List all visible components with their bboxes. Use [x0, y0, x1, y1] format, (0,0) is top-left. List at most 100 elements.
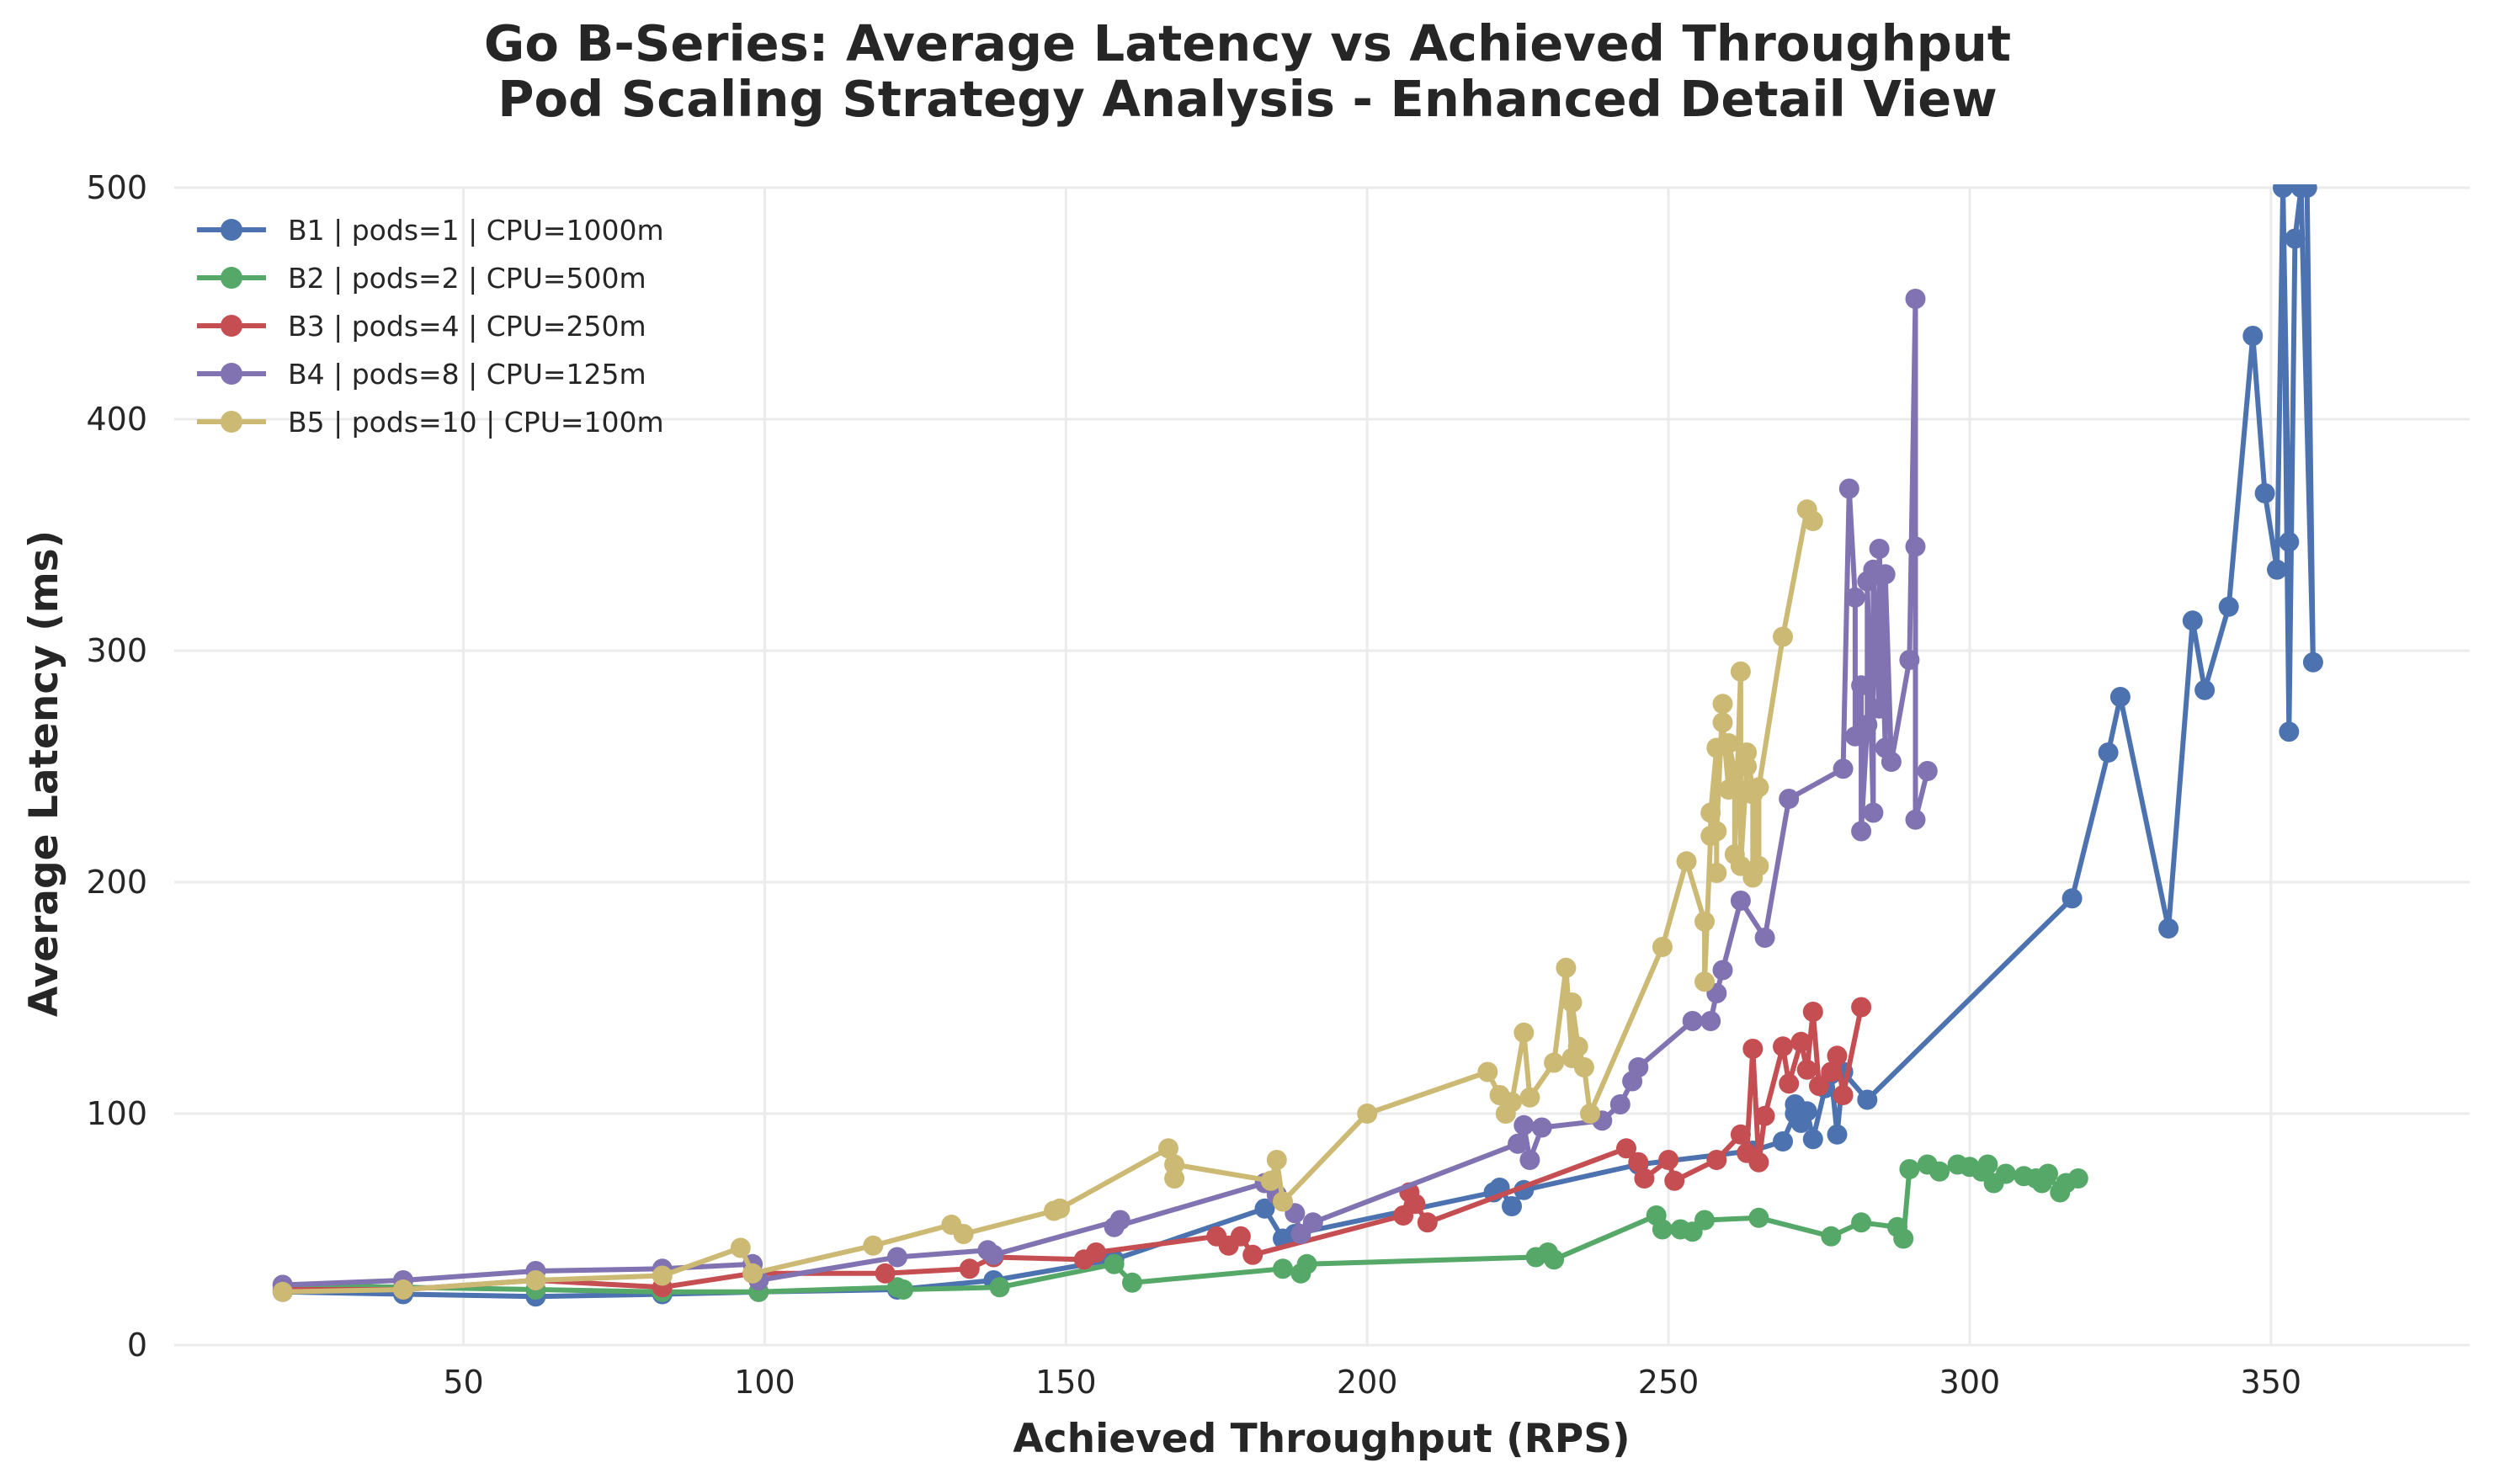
data-point	[1737, 756, 1758, 777]
data-point	[1754, 1105, 1775, 1126]
data-point	[1833, 758, 1854, 779]
data-point	[1694, 971, 1715, 992]
data-point	[1773, 1036, 1793, 1057]
data-point	[1857, 715, 1878, 735]
x-tick-label: 200	[1337, 1364, 1398, 1401]
data-point	[1905, 289, 1926, 309]
data-point	[1851, 997, 1872, 1018]
data-point	[1652, 1219, 1673, 1240]
series-line	[279, 185, 2316, 1300]
data-point	[1477, 1061, 1498, 1082]
data-point	[1676, 851, 1697, 872]
x-tick-label: 50	[443, 1364, 483, 1401]
data-point	[1634, 1168, 1655, 1189]
data-point	[1802, 511, 1823, 531]
y-tick-label: 0	[127, 1327, 147, 1364]
data-point	[1881, 752, 1902, 772]
legend: B1 | pods=1 | CPU=1000m B2 | pods=2 | CPU…	[197, 214, 664, 439]
data-point	[1754, 928, 1775, 948]
data-point	[272, 1281, 293, 1302]
data-point	[2254, 483, 2275, 503]
data-point	[1875, 564, 1896, 585]
data-point	[1104, 1216, 1125, 1237]
legend-item-b2: B2 | pods=2 | CPU=500m	[197, 262, 646, 295]
data-point	[1712, 960, 1733, 981]
data-point	[1718, 733, 1739, 753]
data-point	[1730, 1124, 1751, 1145]
data-point	[1628, 1152, 1649, 1173]
data-point	[1086, 1242, 1107, 1263]
data-point	[1748, 1152, 1769, 1173]
data-point	[893, 1279, 914, 1300]
data-point	[1273, 1191, 1293, 1212]
data-point	[886, 1247, 907, 1268]
legend-marker	[221, 267, 242, 289]
data-point	[2279, 531, 2300, 552]
data-point	[1899, 650, 1920, 670]
data-point	[1502, 1196, 1522, 1216]
data-point	[1664, 1170, 1685, 1191]
data-point	[1658, 1150, 1679, 1170]
data-point	[1652, 937, 1673, 957]
data-point	[1164, 1154, 1185, 1175]
data-point	[2194, 679, 2216, 700]
data-point	[1863, 802, 1884, 823]
data-point	[1357, 1104, 1378, 1124]
legend-item-b5: B5 | pods=10 | CPU=100m	[197, 406, 664, 439]
legend-marker	[221, 315, 242, 337]
data-point	[1712, 712, 1733, 733]
data-point	[1519, 1150, 1540, 1170]
data-point	[1917, 761, 1938, 781]
data-point	[2279, 721, 2300, 742]
data-point	[1827, 1045, 1848, 1066]
series-b2	[272, 1154, 2088, 1302]
data-point	[1748, 855, 1769, 876]
data-point	[1700, 1011, 1721, 1031]
data-point	[1857, 1089, 1878, 1110]
x-tick-label: 300	[1939, 1364, 2001, 1401]
data-point	[1573, 1057, 1594, 1077]
data-point	[1851, 675, 1872, 696]
data-point	[1851, 1212, 1872, 1233]
y-axis-label: Average Latency (ms)	[21, 530, 67, 1017]
data-point	[2067, 1168, 2088, 1189]
data-point	[1779, 1073, 1800, 1094]
legend-marker	[221, 363, 242, 385]
data-point	[1544, 1052, 1565, 1073]
data-point	[1869, 539, 1890, 559]
data-point	[1556, 957, 1577, 978]
data-point	[1706, 1150, 1727, 1170]
data-point	[1694, 911, 1715, 932]
data-point	[1742, 1039, 1764, 1059]
data-point	[1838, 478, 1859, 499]
grid	[174, 186, 2470, 1347]
data-point	[1821, 1061, 1842, 1082]
data-point	[1905, 809, 1926, 830]
data-point	[1773, 626, 1793, 647]
data-point	[1164, 1168, 1185, 1189]
data-point	[1796, 1101, 1817, 1122]
data-point	[393, 1279, 413, 1300]
data-point	[1544, 1249, 1565, 1270]
data-point	[1561, 992, 1583, 1013]
x-tick-label: 350	[2241, 1364, 2302, 1401]
data-point	[2273, 184, 2294, 198]
x-tick-label: 100	[734, 1364, 795, 1401]
data-point	[2038, 1163, 2058, 1184]
legend-item-b1: B1 | pods=1 | CPU=1000m	[197, 214, 664, 247]
series-b4	[272, 289, 1938, 1295]
data-point	[1050, 1198, 1071, 1219]
y-tick-label: 200	[86, 864, 147, 901]
data-point	[2296, 184, 2317, 198]
data-point	[1929, 1161, 1950, 1182]
data-point	[1242, 1244, 1263, 1265]
data-point	[1513, 1114, 1535, 1136]
legend-item-b3: B3 | pods=4 | CPU=250m	[197, 310, 646, 343]
data-point	[730, 1237, 751, 1258]
legend-label: B1 | pods=1 | CPU=1000m	[288, 214, 664, 247]
data-point	[1122, 1272, 1142, 1293]
data-point	[2285, 228, 2306, 249]
data-point	[1977, 1154, 1998, 1175]
x-tick-label: 150	[1035, 1364, 1097, 1401]
data-point	[1531, 1117, 1552, 1138]
